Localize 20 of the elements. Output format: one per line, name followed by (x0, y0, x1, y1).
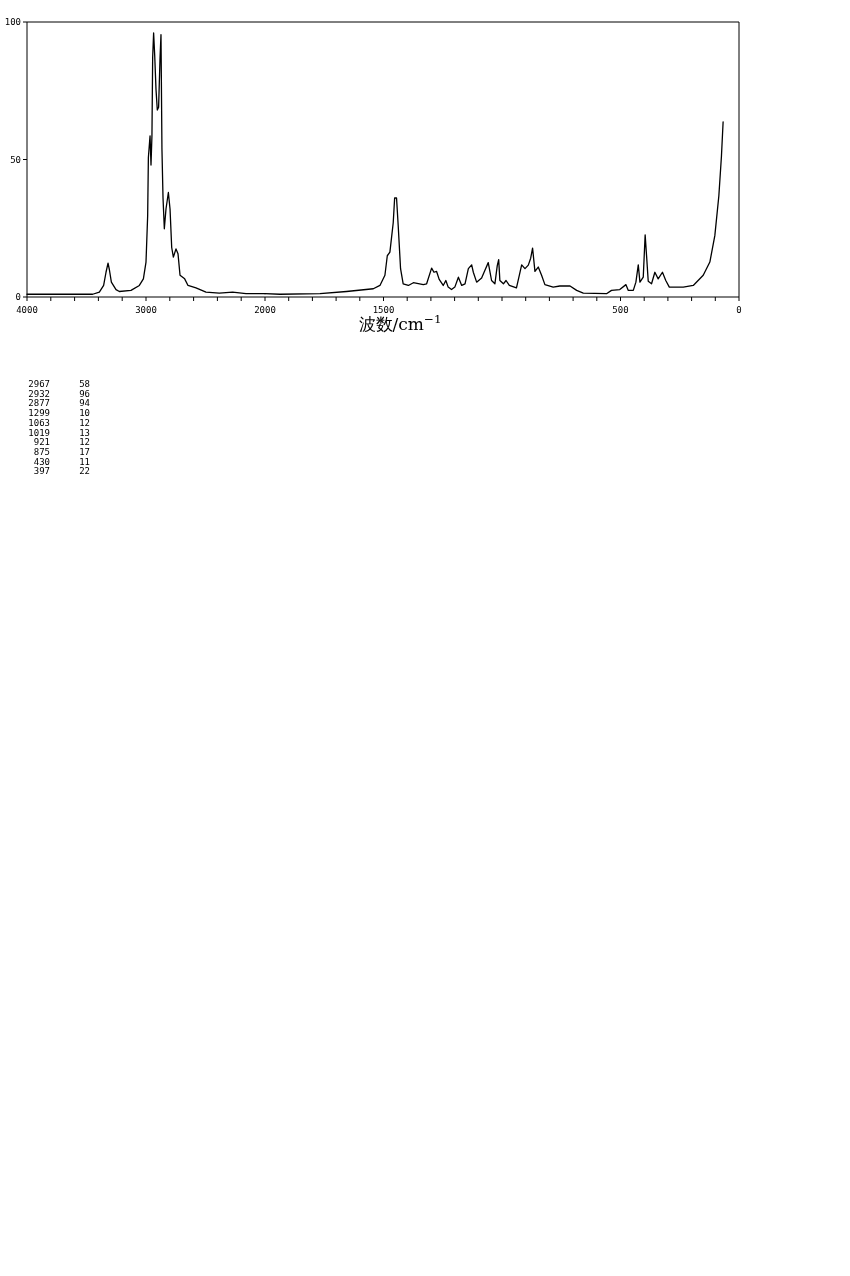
x-tick-label: 4000 (16, 305, 38, 315)
x-tick-label: 1500 (372, 305, 395, 315)
text: 430 11 (33, 456, 90, 467)
text: 1299 10 (28, 408, 90, 419)
text: 2967 58 (28, 379, 90, 389)
x-tick-label: 500 (612, 305, 629, 315)
text: 2932 96 (28, 388, 90, 399)
y-tick-label: 100 (4, 17, 21, 27)
x-axis-title: 波数/cm$^{−1}$ (358, 312, 442, 334)
text: 875 17 (33, 446, 90, 457)
x-tick-label: 0 (736, 305, 742, 315)
text: 1019 13 (28, 427, 90, 438)
text: 2877 94 (28, 398, 90, 409)
y-tick-label: 0 (15, 292, 21, 302)
text: 397 22 (33, 466, 90, 477)
text: 921 12 (33, 437, 90, 448)
text: 1063 12 (28, 417, 90, 428)
x-tick-label: 2000 (254, 305, 276, 315)
y-tick-label: 50 (10, 154, 21, 165)
x-tick-label: 3000 (135, 305, 157, 315)
